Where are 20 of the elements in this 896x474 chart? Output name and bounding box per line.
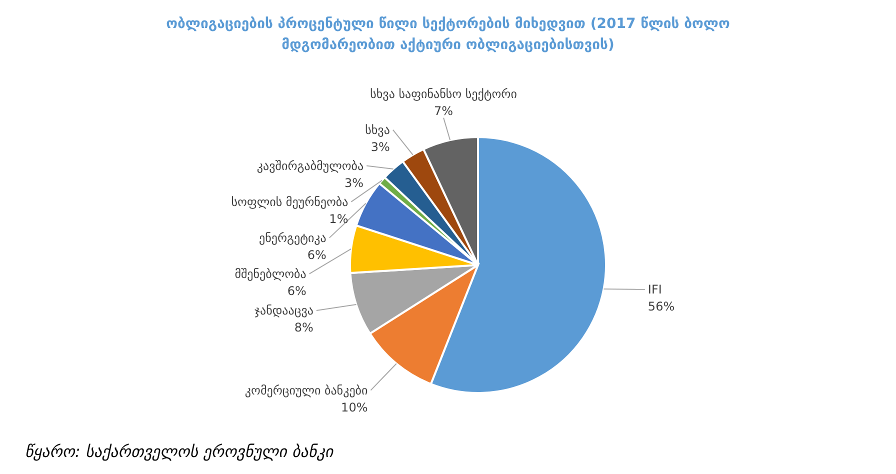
text: წყარო: საქართველოს ეროვნული ბანკი — [25, 442, 335, 461]
slice-label: კავშირგაბმულობა — [256, 158, 364, 173]
data-label: 6% — [287, 284, 306, 298]
slice-label: კომერციული ბანკები — [244, 383, 368, 398]
chart-title: ობლიგაციების პროცენტული წილი სექტორების მიხედვით (2017 წლის ბოლო მდგომარეობით აქტიური ობლიგაციებისთვის) — [166, 16, 730, 53]
data-label: 56% — [648, 299, 675, 314]
slice-label: IFI — [648, 282, 662, 296]
data-label: 3% — [370, 140, 390, 154]
data-label: 1% — [329, 212, 348, 226]
slice-label: სხვა — [365, 122, 390, 137]
data-label: 3% — [344, 176, 364, 190]
slice-label: ჯანდააცვა — [254, 303, 314, 318]
slice-label: მშენებლობა — [234, 266, 306, 281]
slice-label: ენერგეტიკა — [259, 230, 326, 245]
data-label: 7% — [434, 104, 454, 118]
slice-label: სოფლის მეურნეობა — [231, 194, 348, 209]
data-label: 6% — [307, 248, 326, 262]
data-label: 10% — [341, 400, 368, 414]
slice-label: სხვა საფინანსო სექტორი — [370, 86, 517, 101]
data-label: 8% — [294, 320, 314, 334]
